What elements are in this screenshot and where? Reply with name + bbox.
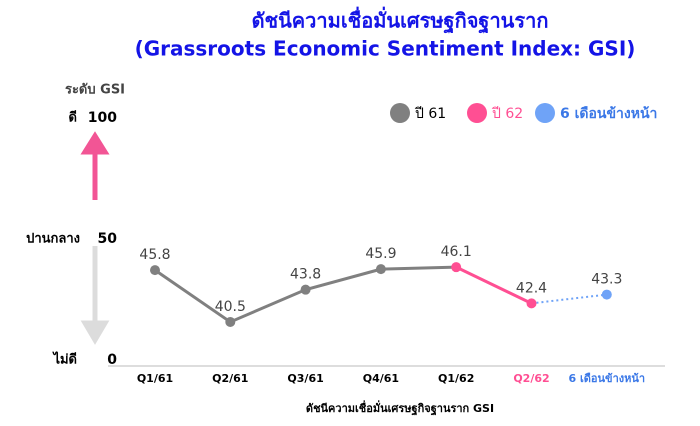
data-point <box>150 265 160 276</box>
level-label: ปานกลาง <box>26 232 80 247</box>
line-segment <box>380 265 457 271</box>
legend-label: 6 เดือนข้างหน้า <box>560 106 657 122</box>
y-axis-label: ระดับ GSI <box>65 83 125 98</box>
data-label: 46.1 <box>441 244 472 260</box>
data-label: 43.8 <box>290 267 321 283</box>
chart-subtitle: (Grassroots Economic Sentiment Index: GS… <box>135 37 636 61</box>
data-label: 45.8 <box>139 247 170 263</box>
legend-marker <box>467 103 487 123</box>
x-tick-label: Q3/61 <box>287 372 323 385</box>
x-tick-label: Q1/62 <box>438 372 474 385</box>
data-label: 40.5 <box>215 299 246 315</box>
series-line <box>455 265 533 305</box>
level-label: ดี <box>69 110 77 126</box>
data-label: 43.3 <box>591 272 622 288</box>
data-label: 45.9 <box>365 246 396 262</box>
legend-label: ปี 62 <box>492 106 524 122</box>
data-point <box>601 289 612 300</box>
x-tick-label: Q2/62 <box>513 372 549 385</box>
x-tick-label: 6 เดือนข้างหน้า <box>569 372 646 385</box>
series-line <box>154 267 382 324</box>
x-tick-label: Q2/61 <box>212 372 248 385</box>
legend-label: ปี 61 <box>415 106 447 122</box>
level-label: ไม่ดี <box>51 351 77 368</box>
x-tick-label: Q4/61 <box>363 372 399 385</box>
legend-marker <box>390 103 410 123</box>
level-value: 50 <box>98 231 118 247</box>
level-value: 0 <box>107 352 117 368</box>
chart-title: ดัชนีความเชื่อมั่นเศรษฐกิจฐานราก <box>252 6 549 35</box>
data-point <box>451 262 462 273</box>
data-point <box>300 284 311 295</box>
level-value: 100 <box>88 110 117 126</box>
x-tick-label: Q1/61 <box>137 372 173 385</box>
up-arrow <box>80 131 110 200</box>
data-point <box>526 298 537 309</box>
data-label: 42.4 <box>516 280 547 296</box>
data-point <box>225 316 236 327</box>
data-point <box>375 264 386 275</box>
legend-marker <box>535 103 555 123</box>
x-axis-label: ดัชนีความเชื่อมั่นเศรษฐกิจฐานราก GSI <box>306 400 494 416</box>
down-arrow <box>80 246 110 345</box>
